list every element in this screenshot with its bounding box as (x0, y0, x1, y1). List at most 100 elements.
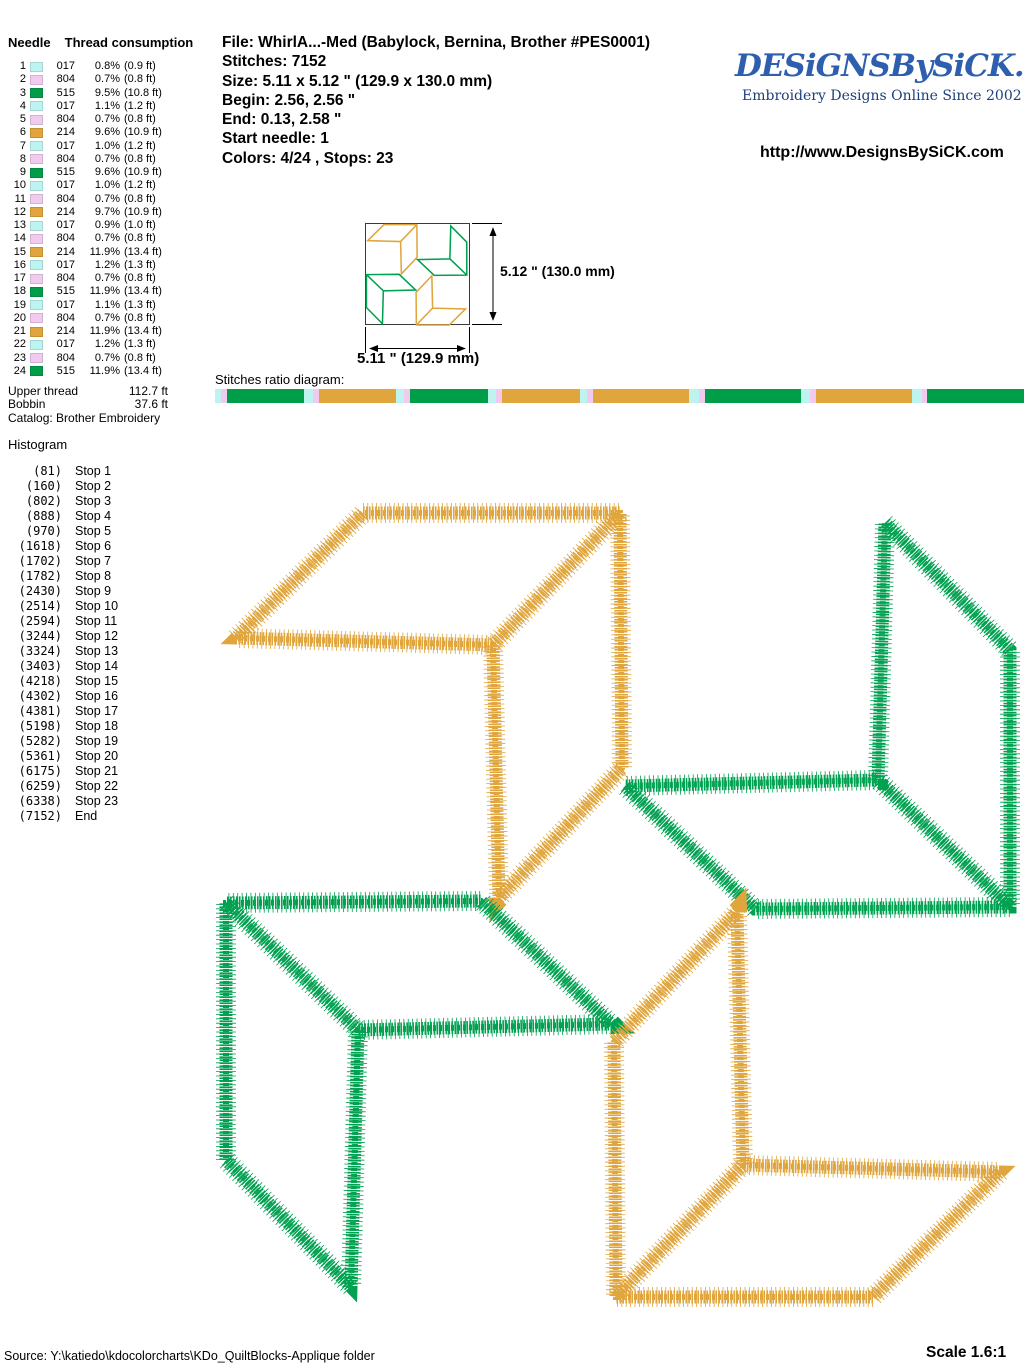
thread-feet: (10.9 ft) (124, 205, 162, 218)
bobbin-label: Bobbin (8, 397, 46, 412)
scale-label: Scale 1.6:1 (926, 1344, 1007, 1361)
stop-label: Stop 21 (75, 763, 119, 778)
thread-feet: (0.8 ft) (124, 73, 156, 86)
stitch-count: (4302) (18, 688, 62, 703)
needle-table-row: 19 017 1.1% (1.3 ft) (2, 299, 162, 312)
needle-table-row: 2 804 0.7% (0.8 ft) (2, 73, 162, 86)
thread-percent: 9.5% (94, 86, 120, 99)
histogram-row: (6259) Stop 22 (2, 778, 118, 793)
needle-table-row: 1 017 0.8% (0.9 ft) (2, 60, 162, 73)
histogram-row: (970) Stop 5 (2, 523, 118, 538)
thread-color-swatch (30, 326, 43, 337)
needle-number: 14 (13, 232, 26, 245)
needle-number: 17 (13, 272, 26, 285)
histogram-row: (6175) Stop 21 (2, 763, 118, 778)
thread-code: 214 (56, 205, 75, 218)
file-name-line: File: WhirlA...-Med (Babylock, Bernina, … (222, 34, 651, 51)
needle-number: 21 (13, 325, 26, 338)
histogram-row: (6338) Stop 23 (2, 793, 118, 808)
thumb-wing-gold-bottom-right (415, 273, 468, 326)
stop-label: Stop 4 (75, 508, 112, 523)
thread-feet: (13.4 ft) (124, 285, 162, 298)
thread-code: 804 (56, 311, 75, 324)
histogram-row: (3244) Stop 12 (2, 628, 118, 643)
needle-number: 2 (19, 73, 26, 86)
stop-label: Stop 16 (75, 688, 119, 703)
stop-label: Stop 6 (75, 538, 112, 553)
thread-percent: 0.7% (94, 152, 120, 165)
upper-thread-label: Upper thread (8, 384, 79, 398)
thread-feet: (0.8 ft) (124, 192, 156, 205)
needle-number: 23 (13, 351, 26, 364)
end-line: End: 0.13, 2.58 " (222, 111, 342, 129)
thread-feet: (0.8 ft) (124, 113, 156, 126)
thread-percent: 0.7% (94, 272, 120, 285)
histogram-row: (3403) Stop 14 (2, 658, 118, 673)
stop-label: Stop 19 (75, 733, 119, 748)
thread-percent: 0.8% (94, 60, 120, 73)
needle-table-row: 21 214 11.9% (13.4 ft) (2, 325, 162, 338)
needle-number: 20 (13, 311, 26, 324)
needle-number: 4 (19, 99, 26, 112)
thread-percent: 1.2% (94, 258, 120, 271)
ratio-segment (404, 389, 411, 403)
thread-feet: (1.3 ft) (124, 338, 156, 351)
file-info-block: File: WhirlA...-Med (Babylock, Bernina, … (222, 33, 650, 168)
needle-number: 16 (13, 258, 26, 271)
stitch-count: (160) (25, 478, 62, 493)
thread-color-swatch (30, 207, 43, 218)
thread-percent: 1.0% (94, 139, 120, 152)
needle-table-row: 14 804 0.7% (0.8 ft) (2, 232, 162, 245)
needle-table-row: 4 017 1.1% (1.2 ft) (2, 100, 162, 113)
thread-code: 804 (56, 351, 75, 364)
thread-percent: 1.1% (94, 298, 120, 311)
needle-number: 5 (19, 113, 26, 126)
thread-feet: (1.3 ft) (124, 258, 156, 271)
thread-color-swatch (30, 247, 43, 258)
stop-label: Stop 15 (75, 673, 119, 688)
thread-code: 804 (56, 232, 75, 245)
needle-number: 10 (13, 179, 26, 192)
stitch-count: (970) (25, 523, 62, 538)
stop-label: Stop 10 (75, 598, 119, 613)
thread-code: 214 (56, 325, 75, 338)
width-dimension-label: 5.11 " (129.9 mm) (357, 350, 480, 367)
ratio-segment (593, 389, 690, 403)
ratio-segment (587, 389, 594, 403)
thumb-wing-green-bottom-left (365, 273, 418, 326)
histogram-row: (7152) End (2, 808, 118, 823)
histogram-row: (4381) Stop 17 (2, 703, 118, 718)
start-needle-line: Start needle: 1 (222, 130, 329, 148)
thread-color-swatch (30, 313, 43, 324)
stop-label: Stop 1 (75, 463, 112, 478)
histogram-row: (3324) Stop 13 (2, 643, 118, 658)
needle-number: 8 (19, 152, 26, 165)
stop-label: Stop 13 (75, 643, 119, 658)
needle-table-row: 10 017 1.0% (1.2 ft) (2, 179, 162, 192)
ratio-segment (396, 389, 405, 403)
thread-feet: (0.9 ft) (124, 60, 156, 73)
histogram-row: (5361) Stop 20 (2, 748, 118, 763)
catalog-line: Catalog: Brother Embroidery (8, 410, 161, 425)
consumption-column-header: Thread consumption (64, 35, 194, 50)
histogram-row: (5198) Stop 18 (2, 718, 118, 733)
thread-usage-block: Upper thread 112.7 ft Bobbin 37.6 ft Cat… (8, 384, 168, 425)
thread-percent: 9.6% (94, 126, 120, 139)
ratio-segment (704, 389, 802, 403)
thread-feet: (1.3 ft) (124, 298, 156, 311)
thread-code: 515 (56, 364, 75, 377)
source-path: Source: Y:\katiedo\kdocolorcharts\KDo_Qu… (4, 1349, 375, 1363)
thread-color-swatch (30, 220, 43, 231)
needle-table-row: 12 214 9.7% (10.9 ft) (2, 206, 162, 219)
thread-feet: (0.8 ft) (124, 311, 156, 324)
height-dimension-label: 5.12 " (130.0 mm) (500, 263, 615, 279)
needle-table-row: 18 515 11.9% (13.4 ft) (2, 285, 162, 298)
stitch-count: (5361) (18, 748, 62, 763)
needle-number: 12 (13, 205, 26, 218)
needle-table-row: 20 804 0.7% (0.8 ft) (2, 312, 162, 325)
thread-color-swatch (30, 339, 43, 350)
histogram-row: (1782) Stop 8 (2, 568, 118, 583)
stitches-ratio-bar (215, 389, 1024, 403)
thread-code: 804 (56, 73, 75, 86)
